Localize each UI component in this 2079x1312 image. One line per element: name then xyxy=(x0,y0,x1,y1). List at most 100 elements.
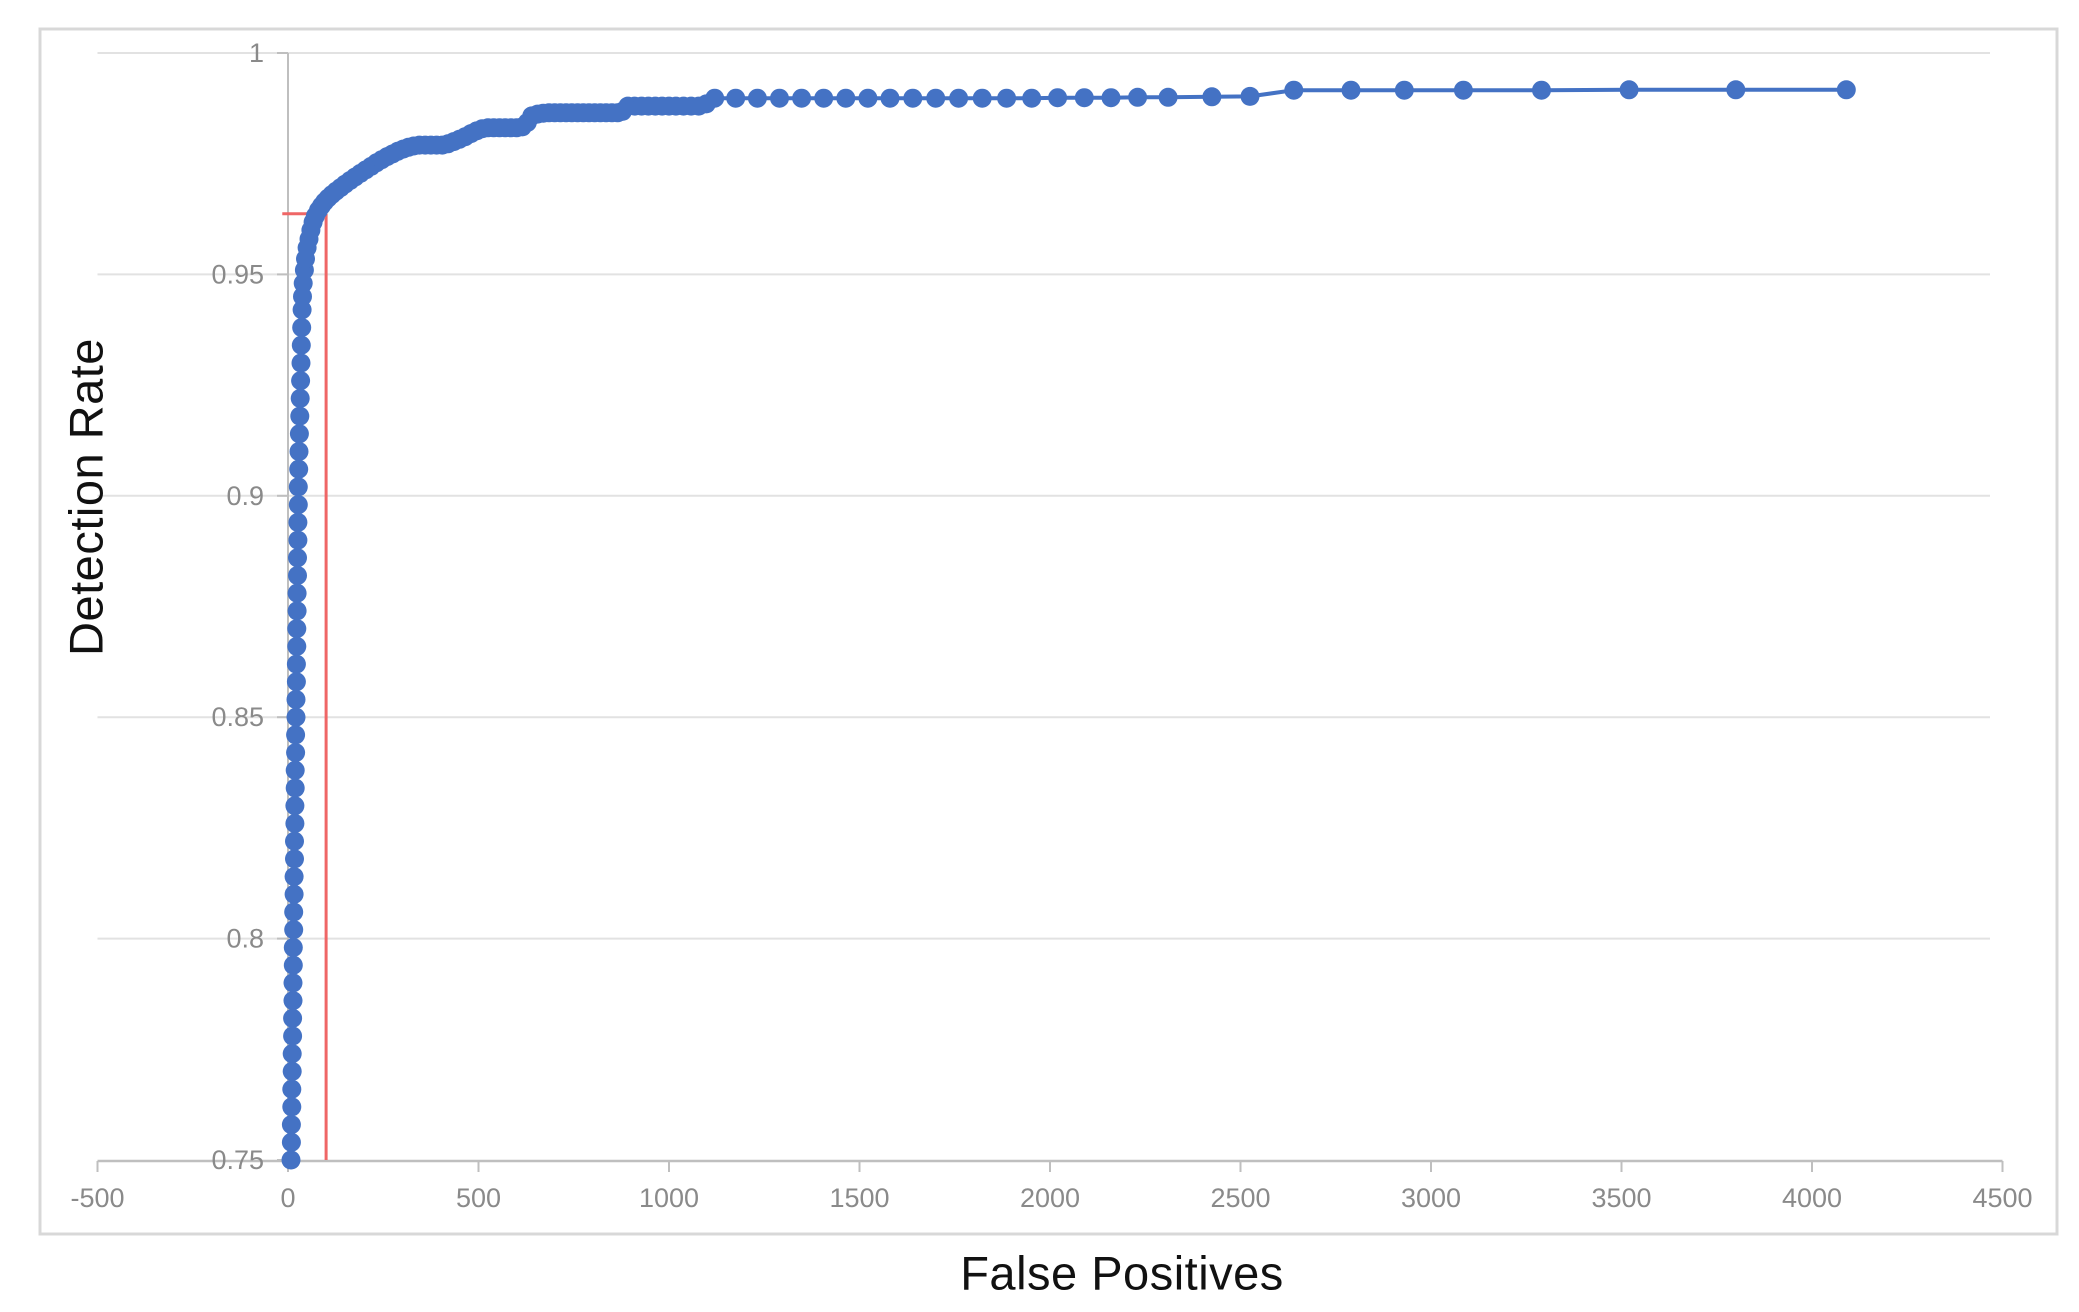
roc-data-point xyxy=(282,1097,302,1117)
y-axis-title: Detection Rate xyxy=(59,338,113,656)
roc-data-point xyxy=(287,601,307,621)
y-tick-label: 0.9 xyxy=(226,481,264,511)
roc-data-point xyxy=(287,583,307,603)
roc-data-point xyxy=(858,88,878,108)
x-tick-label: -500 xyxy=(70,1183,124,1213)
roc-data-point xyxy=(287,619,307,639)
roc-data-point xyxy=(1158,87,1178,107)
x-axis-title: False Positives xyxy=(960,1246,1284,1300)
roc-data-point xyxy=(288,495,308,515)
chart-border xyxy=(38,27,2059,1236)
roc-data-point xyxy=(285,778,305,798)
x-tick-label: 4500 xyxy=(1972,1183,2032,1213)
roc-data-point xyxy=(281,1132,301,1152)
roc-data-point xyxy=(287,636,307,656)
roc-data-point xyxy=(286,672,306,692)
roc-data-point xyxy=(289,424,309,444)
roc-data-point xyxy=(288,548,307,568)
roc-data-point xyxy=(792,88,812,108)
x-tick-label: 4000 xyxy=(1782,1183,1842,1213)
roc-data-point xyxy=(282,1061,302,1081)
roc-data-point xyxy=(285,760,305,780)
roc-data-point xyxy=(1284,80,1304,100)
roc-data-point xyxy=(289,459,309,479)
roc-data-point xyxy=(1532,80,1551,100)
roc-data-point xyxy=(1202,87,1222,107)
roc-data-point xyxy=(1341,80,1361,100)
roc-data-point xyxy=(880,88,900,108)
roc-data-point xyxy=(288,512,308,532)
roc-data-point xyxy=(286,725,306,745)
x-tick-label: 2500 xyxy=(1210,1183,1270,1213)
roc-data-point xyxy=(972,88,992,108)
x-tick-label: 2000 xyxy=(1020,1183,1080,1213)
roc-data-point xyxy=(291,335,311,355)
roc-data-point xyxy=(281,1115,301,1135)
roc-data-point xyxy=(285,796,305,816)
roc-data-point xyxy=(286,707,306,727)
roc-data-point xyxy=(926,88,946,108)
roc-data-point xyxy=(1048,88,1068,108)
roc-curve-line xyxy=(289,87,1847,1161)
roc-data-point xyxy=(903,88,923,108)
roc-data-point xyxy=(291,353,311,373)
roc-data-point xyxy=(285,814,305,833)
roc-data-point xyxy=(290,388,310,408)
x-tick-label: 1500 xyxy=(829,1183,889,1213)
roc-data-point xyxy=(291,371,311,391)
roc-data-point xyxy=(1619,80,1639,100)
roc-data-point xyxy=(705,88,725,108)
roc-data-point xyxy=(286,743,306,763)
roc-data-point xyxy=(283,955,303,975)
roc-data-point xyxy=(292,300,312,320)
x-tick-label: 3500 xyxy=(1591,1183,1651,1213)
x-tick-label: 3000 xyxy=(1401,1183,1461,1213)
y-tick-label: 0.95 xyxy=(211,259,264,289)
roc-data-point xyxy=(290,406,310,426)
roc-data-point xyxy=(282,1044,302,1064)
roc-data-point xyxy=(997,88,1017,108)
roc-data-point xyxy=(1022,88,1042,108)
roc-data-point xyxy=(284,884,304,904)
y-tick-label: 0.75 xyxy=(211,1145,264,1175)
roc-data-point xyxy=(292,318,312,337)
x-tick-label: 0 xyxy=(280,1183,295,1213)
roc-data-point xyxy=(1240,86,1260,106)
roc-data-point xyxy=(747,88,767,108)
roc-data-point xyxy=(288,477,308,497)
y-tick-label: 0.85 xyxy=(211,702,264,732)
roc-data-point xyxy=(1394,80,1414,100)
roc-data-point xyxy=(283,973,303,993)
x-tick-label: 1000 xyxy=(639,1183,699,1213)
roc-data-point xyxy=(288,566,307,585)
roc-data-point xyxy=(284,902,304,922)
roc-data-point xyxy=(1074,88,1094,108)
roc-data-point xyxy=(285,849,304,869)
roc-data-point xyxy=(281,1150,301,1170)
roc-data-point xyxy=(1453,80,1473,100)
roc-data-point xyxy=(1128,87,1148,107)
roc-data-point xyxy=(283,938,303,957)
roc-data-point xyxy=(1836,80,1856,100)
roc-data-point xyxy=(285,831,304,851)
roc-data-point xyxy=(284,920,304,940)
roc-data-point xyxy=(286,690,306,709)
roc-data-point xyxy=(284,867,304,887)
roc-data-point xyxy=(283,1026,303,1046)
roc-data-point xyxy=(836,88,856,108)
roc-data-point xyxy=(949,88,969,108)
roc-data-point xyxy=(289,442,309,461)
roc-data-point xyxy=(1726,80,1746,100)
y-tick-label: 0.8 xyxy=(226,924,264,954)
roc-data-point xyxy=(814,88,834,108)
x-tick-label: 500 xyxy=(456,1183,501,1213)
roc-data-point xyxy=(288,530,308,550)
roc-data-point xyxy=(283,991,303,1011)
roc-data-point xyxy=(1101,88,1121,108)
roc-data-point xyxy=(282,1079,302,1099)
roc-data-point xyxy=(726,88,746,108)
roc-data-point xyxy=(770,88,789,108)
roc-data-point xyxy=(286,654,306,674)
